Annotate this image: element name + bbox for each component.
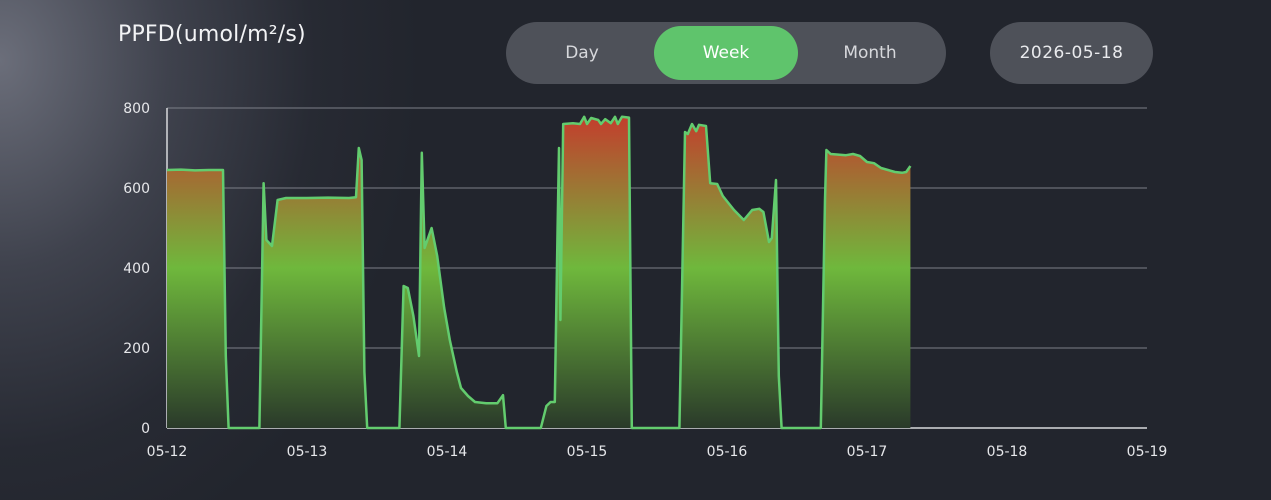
y-tick-label: 200	[123, 341, 150, 357]
x-tick-label: 05-15	[567, 444, 608, 460]
y-axis: 0 200 400 600 800	[123, 101, 150, 437]
tab-week[interactable]: Week	[654, 26, 798, 80]
y-tick-label: 400	[123, 261, 150, 277]
ppfd-series-line	[166, 115, 912, 430]
x-tick-label: 05-17	[847, 444, 888, 460]
ppfd-area-fill	[167, 116, 911, 429]
chart-title: PPFD(umol/m²/s)	[118, 22, 306, 47]
x-tick-label: 05-14	[427, 444, 468, 460]
y-tick-label: 600	[123, 181, 150, 197]
x-tick-label: 05-19	[1127, 444, 1168, 460]
y-tick-label: 0	[141, 421, 150, 437]
x-tick-label: 05-12	[147, 444, 188, 460]
x-tick-label: 05-16	[707, 444, 748, 460]
x-tick-label: 05-13	[287, 444, 328, 460]
tab-month[interactable]: Month	[843, 43, 897, 63]
period-segmented-control: Day Week Month	[506, 22, 946, 84]
x-axis: 05-12 05-13 05-14 05-15 05-16 05-17 05-18 05-19	[147, 444, 1168, 460]
x-tick-label: 05-18	[987, 444, 1028, 460]
y-tick-label: 800	[123, 101, 150, 117]
date-picker-button[interactable]: 2026-05-18	[990, 22, 1153, 84]
tab-day[interactable]: Day	[565, 43, 599, 63]
